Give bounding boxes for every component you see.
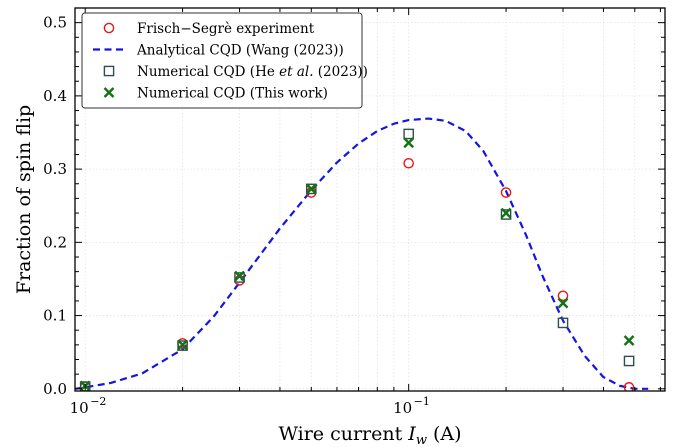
- y-tick-label: 0.5: [43, 14, 67, 32]
- data-point-circle: [557, 290, 569, 302]
- data-point-square: [234, 272, 245, 283]
- y-tick-label: 0.2: [43, 233, 67, 251]
- y-axis-label: Fraction of spin flip: [13, 105, 35, 294]
- data-point-square: [305, 183, 317, 195]
- x-tick-exponent: −2: [90, 395, 106, 408]
- data-point-x: [403, 137, 415, 149]
- legend-box: [81, 12, 363, 109]
- data-point-square: [403, 128, 414, 140]
- data-point-square: [500, 209, 512, 220]
- data-point-square: [557, 317, 569, 329]
- legend-label: Analytical CQD (Wang (2023)): [136, 43, 344, 59]
- data-point-x: [500, 207, 512, 219]
- data-point-circle: [500, 187, 512, 198]
- data-point-square: [177, 340, 188, 351]
- axis-ticks: [75, 7, 665, 391]
- legend-label: Frisch−Segrè experiment: [137, 21, 315, 37]
- legend-label: Numerical CQD (He et al. (2023)): [137, 64, 368, 80]
- legend-marker: [103, 22, 115, 34]
- data-point-x: [557, 297, 569, 309]
- y-tick-label: 0.4: [43, 87, 67, 105]
- x-axis-label: Wire current Iw (A): [278, 423, 461, 447]
- y-tick-label: 0.1: [43, 307, 67, 325]
- series-group: [75, 117, 649, 391]
- legend-marker: [103, 65, 115, 77]
- data-point-circle: [403, 157, 414, 169]
- legend: Frisch−Segrè experiment Analytical CQD (W…: [81, 12, 368, 109]
- data-point-x: [305, 183, 317, 195]
- x-tick-label: 10: [70, 399, 89, 417]
- tick-labels: 0.00.10.20.30.40.510 −2 10 −1: [43, 14, 430, 417]
- data-point-x: [623, 335, 635, 346]
- y-tick-label: 0.3: [43, 160, 67, 178]
- legend-label: Numerical CQD (This work): [137, 86, 328, 102]
- plot-frame: [74, 7, 666, 392]
- analytical-curve: [75, 117, 649, 390]
- legend-marker: [103, 87, 115, 98]
- data-point-square: [623, 355, 635, 367]
- data-point-x: [234, 270, 245, 282]
- data-point-x: [177, 339, 188, 351]
- x-tick-exponent: −1: [414, 395, 430, 408]
- x-tick-label: 10: [393, 399, 412, 417]
- plot-area: [75, 117, 649, 391]
- y-tick-label: 0.0: [43, 380, 67, 398]
- data-point-square: [79, 381, 91, 391]
- data-point-circle: [623, 382, 635, 391]
